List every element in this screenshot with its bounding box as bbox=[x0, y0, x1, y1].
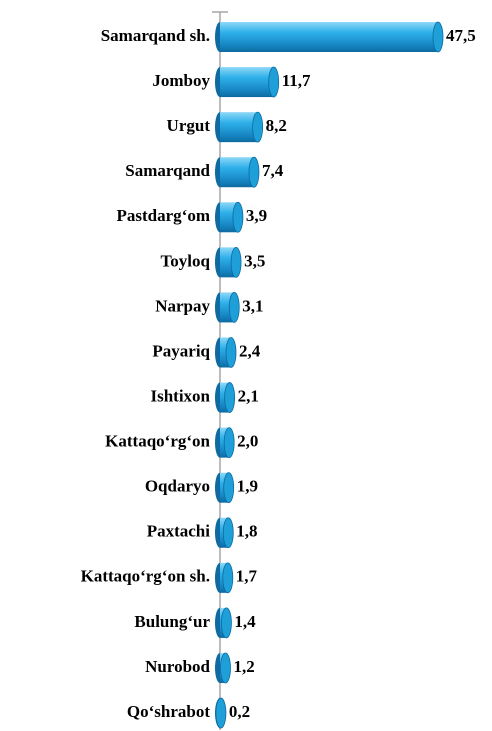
value-label: 2,1 bbox=[238, 386, 259, 405]
value-label: 7,4 bbox=[262, 161, 284, 180]
y-tick-label: Urgut bbox=[167, 116, 211, 135]
bar-cap bbox=[215, 697, 227, 729]
y-tick-label: Qo‘shrabot bbox=[127, 702, 210, 721]
bar-cap bbox=[268, 66, 280, 98]
value-label: 3,9 bbox=[246, 206, 267, 225]
value-label: 1,4 bbox=[234, 612, 256, 631]
bar bbox=[220, 157, 254, 188]
value-label: 11,7 bbox=[282, 71, 311, 90]
bar-cap bbox=[225, 337, 237, 368]
bar-cap bbox=[222, 562, 234, 594]
value-label: 8,2 bbox=[266, 116, 287, 135]
bar-cap bbox=[224, 382, 236, 413]
y-tick-label: Narpay bbox=[155, 296, 210, 315]
bar bbox=[220, 67, 274, 98]
y-tick-label: Nurobod bbox=[145, 657, 210, 676]
value-label: 0,2 bbox=[229, 702, 250, 721]
bar-cap bbox=[223, 472, 235, 504]
y-tick-label: Kattaqo‘rg‘on bbox=[105, 432, 210, 451]
bar-cap bbox=[228, 292, 240, 323]
value-label: 3,5 bbox=[244, 251, 265, 270]
value-label: 1,8 bbox=[236, 522, 257, 541]
bar-cap bbox=[248, 156, 260, 188]
y-tick-label: Ishtixon bbox=[150, 386, 210, 405]
value-label: 1,9 bbox=[237, 477, 258, 496]
bar bbox=[220, 22, 438, 52]
bar-cap bbox=[230, 246, 242, 278]
y-tick-label: Bulung‘ur bbox=[134, 612, 210, 631]
bar bbox=[220, 112, 258, 143]
value-label: 47,5 bbox=[446, 26, 476, 45]
value-label: 3,1 bbox=[242, 296, 263, 315]
bar bbox=[220, 337, 232, 368]
bar-cap bbox=[221, 607, 232, 639]
y-tick-label: Oqdaryo bbox=[145, 477, 210, 496]
bar-cap bbox=[232, 201, 244, 233]
value-label: 1,2 bbox=[234, 657, 255, 676]
value-label: 1,7 bbox=[236, 567, 258, 586]
value-label: 2,4 bbox=[239, 341, 261, 360]
y-tick-label: Kattaqo‘rg‘on sh. bbox=[81, 567, 210, 586]
y-tick-label: Pastdarg‘om bbox=[117, 206, 210, 225]
y-tick-label: Samarqand sh. bbox=[101, 26, 210, 45]
y-tick-label: Toyloq bbox=[161, 251, 211, 270]
bar-cap bbox=[432, 21, 444, 53]
y-tick-label: Payariq bbox=[152, 341, 210, 360]
y-tick-label: Paxtachi bbox=[147, 522, 211, 541]
y-tick-label: Jomboy bbox=[152, 71, 210, 90]
bar-cap bbox=[222, 517, 234, 549]
bar-cap bbox=[223, 427, 235, 459]
value-label: 2,0 bbox=[237, 432, 258, 451]
bar-cap bbox=[220, 652, 231, 684]
bar-cap bbox=[252, 111, 264, 143]
y-tick-label: Samarqand bbox=[125, 161, 210, 180]
